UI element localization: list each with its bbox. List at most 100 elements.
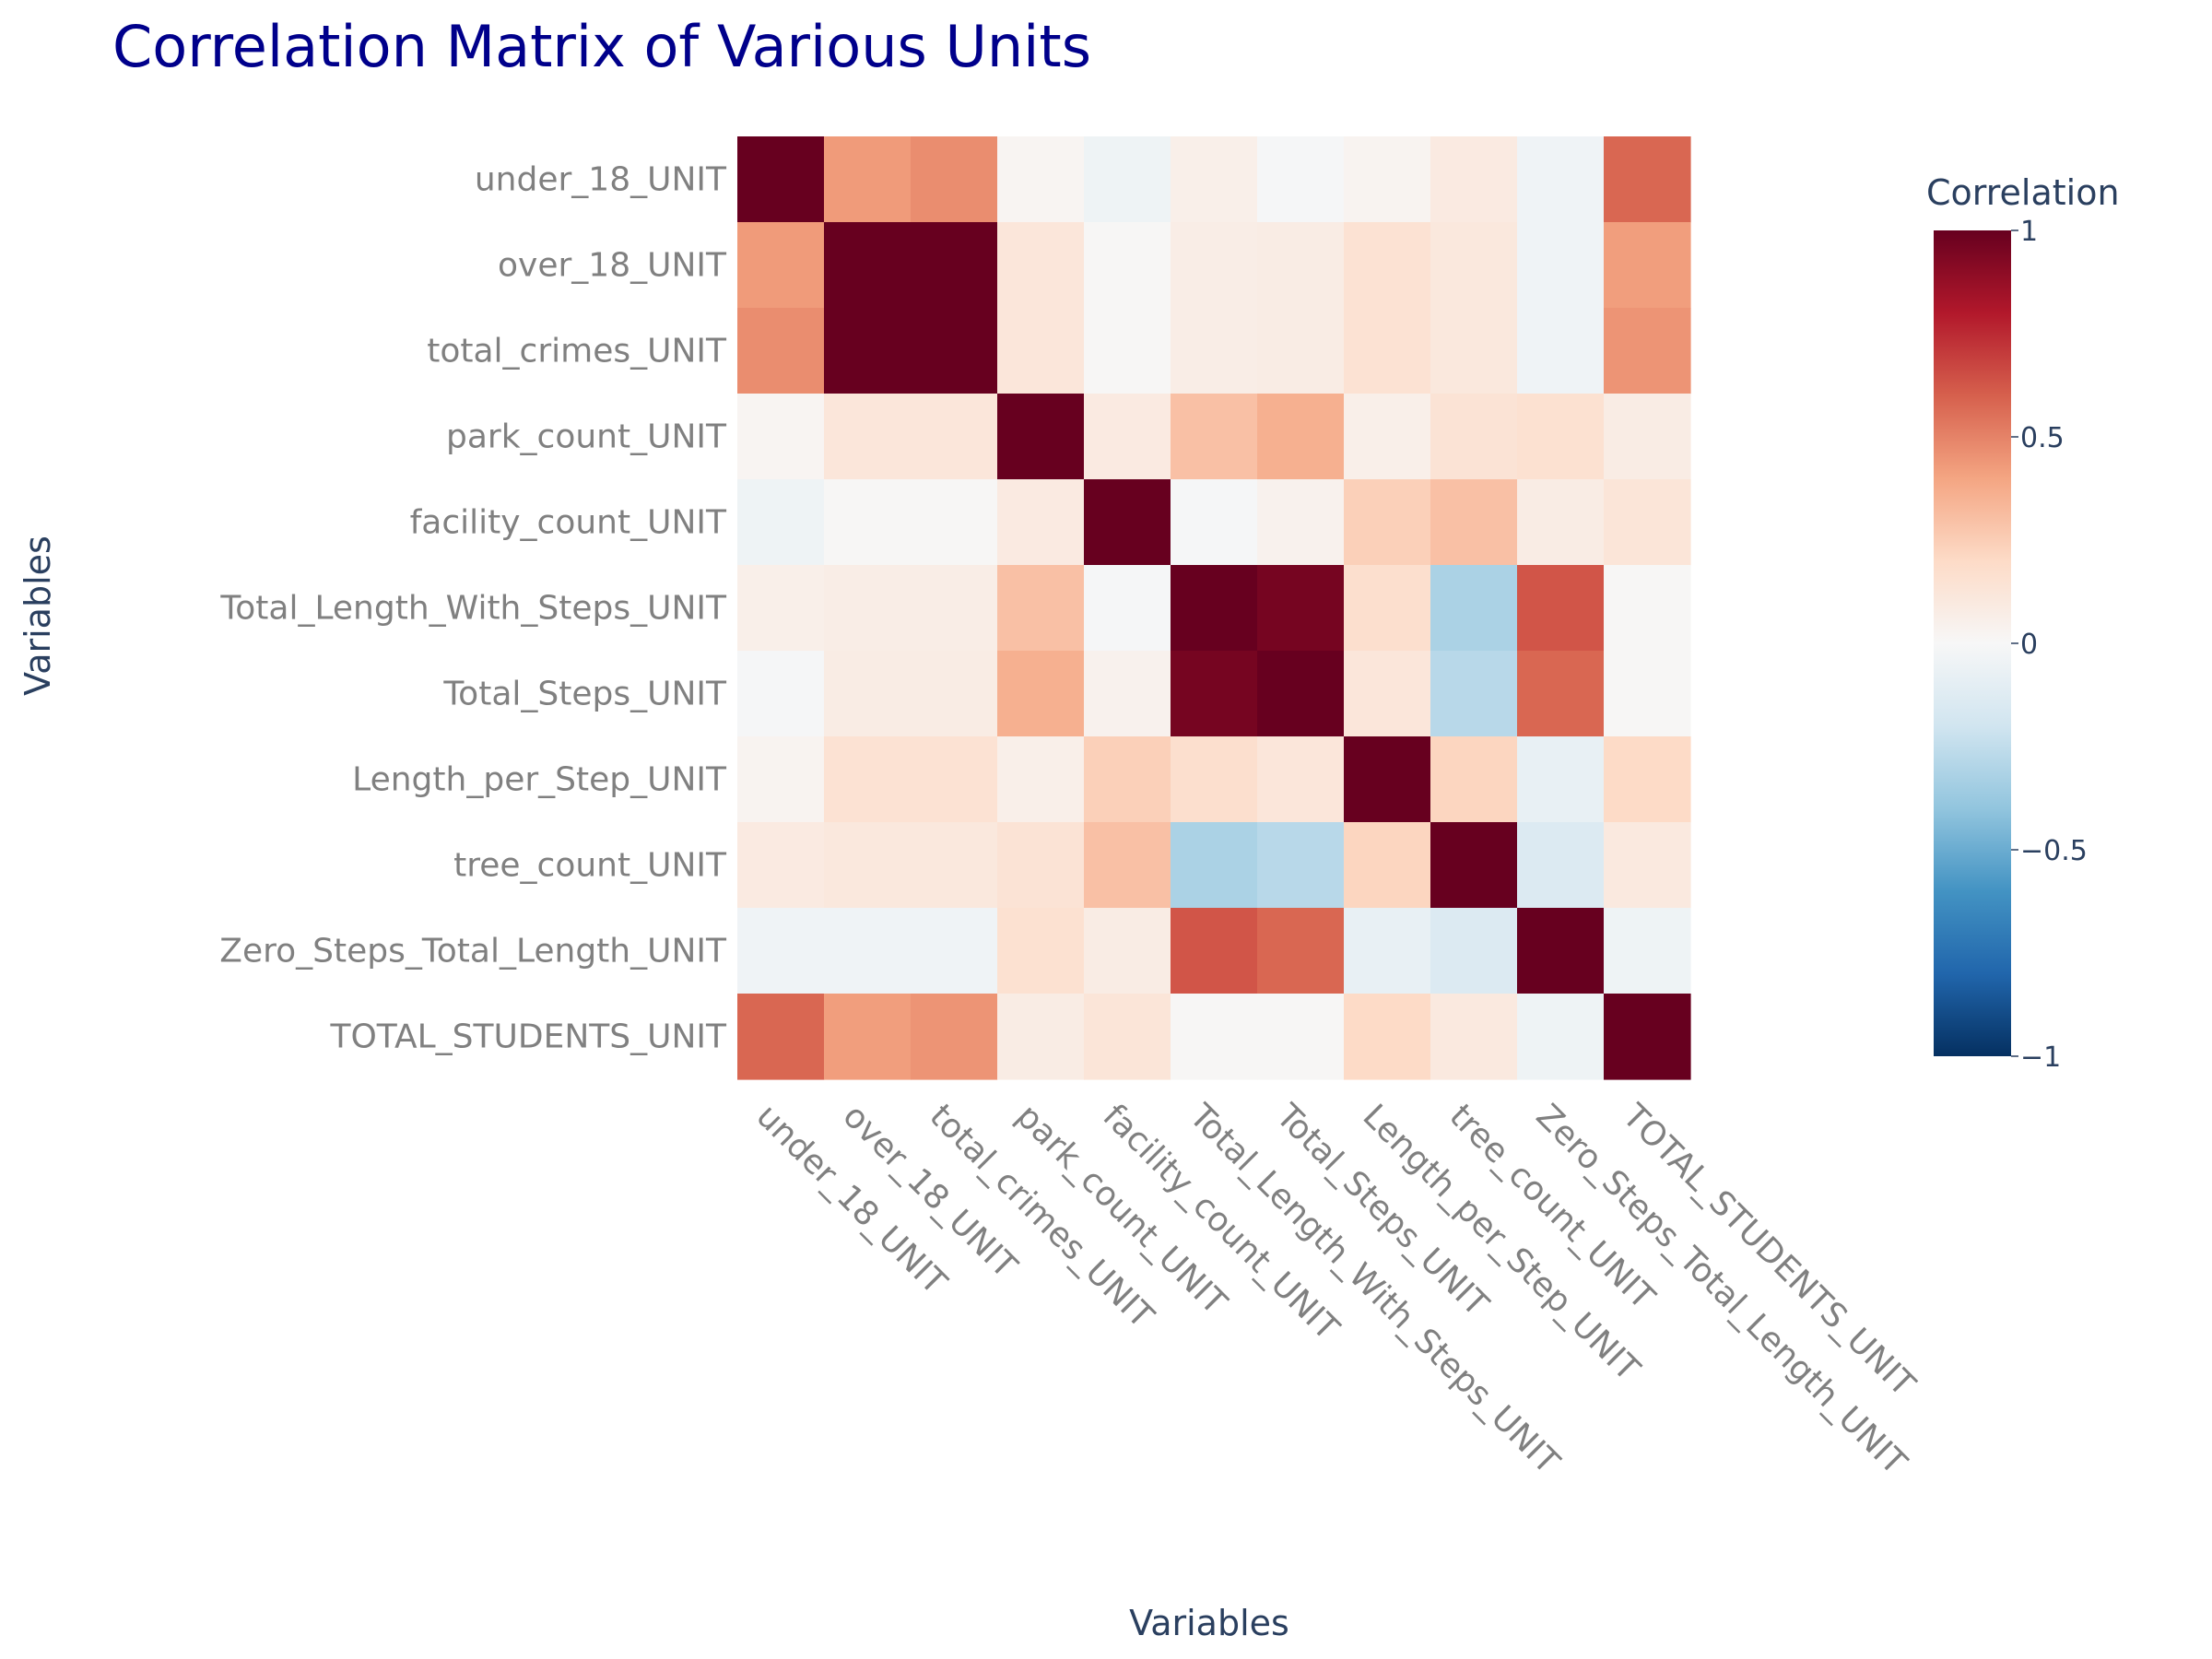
heatmap-cell	[824, 822, 912, 909]
heatmap-cell	[1171, 222, 1258, 309]
colorbar-tick-label: −0.5	[2020, 835, 2088, 867]
heatmap-cell	[1084, 136, 1171, 223]
heatmap-cell	[1430, 136, 1518, 223]
heatmap-cell	[911, 565, 998, 652]
heatmap-cell	[1257, 994, 1345, 1080]
heatmap-cell	[997, 822, 1085, 909]
colorbar-tick-label: 1	[2020, 216, 2038, 248]
heatmap-cell	[1344, 994, 1431, 1080]
heatmap-cell	[1084, 394, 1171, 480]
heatmap-cell	[1084, 222, 1171, 309]
chart-title: Correlation Matrix of Various Units	[112, 13, 1091, 80]
heatmap-cell	[1517, 908, 1605, 994]
heatmap-cell	[737, 222, 825, 309]
heatmap-cell	[1344, 479, 1431, 566]
heatmap-cell	[1430, 908, 1518, 994]
heatmap-cell	[824, 222, 912, 309]
heatmap-cell	[1171, 479, 1258, 566]
heatmap-cell	[1257, 908, 1345, 994]
heatmap-cell	[1084, 822, 1171, 909]
heatmap-cell	[1604, 308, 1691, 394]
heatmap-cell	[737, 565, 825, 652]
heatmap-cell	[997, 651, 1085, 737]
heatmap-cell	[737, 908, 825, 994]
y-tick-label: Total_Steps_UNIT	[442, 676, 727, 713]
heatmap-cell	[1084, 736, 1171, 823]
y-tick-label: Zero_Steps_Total_Length_UNIT	[219, 933, 727, 971]
heatmap-cell	[1517, 736, 1605, 823]
heatmap-cell	[1344, 136, 1431, 223]
heatmap-cell	[1257, 736, 1345, 823]
heatmap-cell	[997, 308, 1085, 394]
heatmap-cell	[824, 479, 912, 566]
heatmap-cell	[1171, 565, 1258, 652]
heatmap-cell	[1430, 479, 1518, 566]
colorbar-tick-label: −1	[2020, 1041, 2061, 1074]
heatmap-cell	[1517, 565, 1605, 652]
colorbar-title: Correlation	[1926, 172, 2120, 213]
heatmap-cell	[1344, 394, 1431, 480]
heatmap-cell	[824, 994, 912, 1080]
heatmap-cell	[824, 908, 912, 994]
heatmap-cell	[911, 222, 998, 309]
heatmap-cell	[1430, 308, 1518, 394]
heatmap-cell	[1257, 136, 1345, 223]
heatmap-cell	[737, 994, 825, 1080]
heatmap-cell	[1084, 308, 1171, 394]
heatmap-cell	[911, 308, 998, 394]
heatmap-cell	[997, 565, 1085, 652]
heatmap-cell	[1517, 136, 1605, 223]
heatmap-cell	[1084, 565, 1171, 652]
heatmap-cell	[1344, 565, 1431, 652]
heatmap-cell	[1430, 736, 1518, 823]
heatmap-cell	[1344, 822, 1431, 909]
heatmap-cell	[1604, 222, 1691, 309]
heatmap-cell	[1517, 651, 1605, 737]
heatmap-cell	[1171, 822, 1258, 909]
heatmap-cell	[1344, 222, 1431, 309]
colorbar-tick-label: 0.5	[2020, 422, 2065, 454]
heatmap-cell	[911, 394, 998, 480]
heatmap-cell	[1344, 908, 1431, 994]
heatmap-cell	[1171, 651, 1258, 737]
heatmap-cell	[1171, 136, 1258, 223]
heatmap-cell	[1604, 651, 1691, 737]
y-tick-label: under_18_UNIT	[475, 161, 727, 199]
heatmap-cells	[737, 136, 1691, 1080]
y-tick-label: Length_per_Step_UNIT	[352, 761, 727, 799]
heatmap-cell	[997, 736, 1085, 823]
heatmap-cell	[824, 136, 912, 223]
heatmap-cell	[1517, 394, 1605, 480]
heatmap-cell	[737, 736, 825, 823]
heatmap-cell	[1517, 479, 1605, 566]
heatmap-cell	[997, 222, 1085, 309]
y-tick-label: tree_count_UNIT	[453, 847, 727, 885]
y-tick-label: Total_Length_With_Steps_UNIT	[219, 590, 727, 628]
heatmap-cell	[1517, 994, 1605, 1080]
heatmap-cell	[824, 651, 912, 737]
x-axis-title: Variables	[1129, 1603, 1289, 1643]
heatmap-cell	[737, 822, 825, 909]
heatmap-cell	[1257, 394, 1345, 480]
heatmap-cell	[737, 394, 825, 480]
heatmap-cell	[997, 479, 1085, 566]
heatmap-cell	[1604, 736, 1691, 823]
heatmap-cell	[1171, 394, 1258, 480]
heatmap-cell	[1257, 565, 1345, 652]
heatmap-cell	[1430, 994, 1518, 1080]
y-tick-label: facility_count_UNIT	[410, 504, 727, 542]
heatmap-cell	[1084, 479, 1171, 566]
heatmap-cell	[1344, 736, 1431, 823]
heatmap-cell	[1084, 908, 1171, 994]
heatmap-cell	[1604, 994, 1691, 1080]
heatmap-cell	[1604, 394, 1691, 480]
heatmap-cell	[1430, 651, 1518, 737]
heatmap-cell	[1257, 222, 1345, 309]
y-tick-label: park_count_UNIT	[446, 418, 727, 456]
heatmap-cell	[1257, 651, 1345, 737]
colorbar-gradient	[1934, 230, 2011, 1056]
heatmap-cell	[911, 479, 998, 566]
y-tick-labels: under_18_UNIT over_18_UNIT total_crimes_UN…	[219, 161, 727, 1056]
heatmap-cell	[997, 394, 1085, 480]
heatmap-cell	[824, 565, 912, 652]
